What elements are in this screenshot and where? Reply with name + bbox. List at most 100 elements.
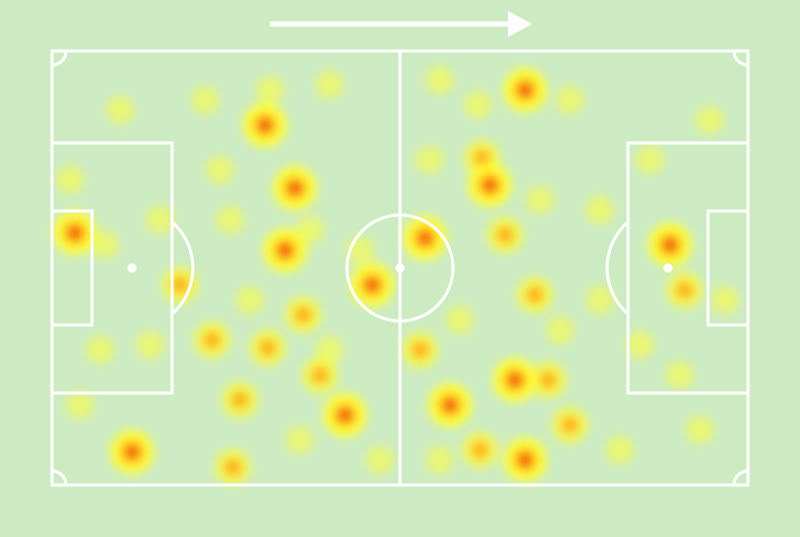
heat-spot xyxy=(214,449,251,486)
heat-spot xyxy=(685,415,714,444)
heat-spot xyxy=(415,145,444,174)
penalty-arc xyxy=(605,220,629,316)
heat-core xyxy=(68,226,81,239)
heat-halo xyxy=(546,316,575,345)
heat-spot xyxy=(242,103,287,148)
heat-spot xyxy=(492,357,537,402)
heat-halo xyxy=(65,391,94,420)
heat-halo xyxy=(191,86,220,115)
heat-spot xyxy=(285,296,322,333)
heat-spot xyxy=(235,286,264,315)
center-circle xyxy=(345,213,455,323)
heat-halo xyxy=(585,195,614,224)
heat-mid xyxy=(223,458,242,477)
heat-spot xyxy=(263,228,308,273)
heat-halo xyxy=(296,215,325,244)
heat-mid xyxy=(496,226,515,245)
heat-spot xyxy=(110,430,155,475)
heat-spot xyxy=(530,361,567,398)
penalty-spot xyxy=(127,263,137,273)
goal-area xyxy=(50,209,94,327)
heat-spot xyxy=(403,216,448,261)
heat-halo xyxy=(685,415,714,444)
heat-spot xyxy=(585,286,614,315)
penalty-spot xyxy=(663,263,673,273)
direction-arrow xyxy=(270,11,532,37)
heat-spot xyxy=(216,205,245,234)
heat-spot xyxy=(428,383,473,428)
heat-halo xyxy=(86,336,115,365)
heat-halo xyxy=(56,165,85,194)
heat-halo xyxy=(425,445,454,474)
heat-halo xyxy=(315,70,344,99)
heat-halo xyxy=(711,286,740,315)
heat-spot xyxy=(503,68,548,113)
heat-spot xyxy=(463,90,492,119)
heat-core xyxy=(279,244,292,257)
heat-core xyxy=(366,278,379,291)
heat-mid xyxy=(526,285,545,304)
heat-spot xyxy=(551,407,588,444)
heat-spot xyxy=(315,336,344,365)
heat-mid xyxy=(230,390,249,409)
heat-spot xyxy=(272,166,317,211)
heat-core xyxy=(258,119,271,132)
heat-halo xyxy=(605,435,634,464)
heat-spot xyxy=(136,330,165,359)
heat-spot xyxy=(315,70,344,99)
heat-spot xyxy=(425,66,454,95)
heat-halo xyxy=(635,145,664,174)
corner-arc xyxy=(51,469,68,486)
heat-core xyxy=(339,409,352,422)
heat-halo xyxy=(106,96,135,125)
heat-spot xyxy=(711,286,740,315)
heat-mid xyxy=(258,338,277,357)
heat-spot xyxy=(525,185,554,214)
heat-spot xyxy=(445,306,474,335)
heat-halo xyxy=(425,66,454,95)
heat-core xyxy=(519,84,532,97)
heat-mid xyxy=(473,149,492,168)
heat-mid xyxy=(310,366,329,385)
heat-halo xyxy=(255,76,284,105)
heat-halo xyxy=(145,205,174,234)
heat-spot xyxy=(255,76,284,105)
heat-spot xyxy=(467,163,512,208)
heat-halo xyxy=(695,106,724,135)
heat-mid xyxy=(560,416,579,435)
corner-arc xyxy=(732,50,749,67)
heat-core xyxy=(508,373,521,386)
heat-spot xyxy=(487,217,524,254)
heat-spot xyxy=(425,445,454,474)
heat-halo xyxy=(136,330,165,359)
heat-spot xyxy=(503,437,548,482)
heat-halo xyxy=(205,155,234,184)
heat-core xyxy=(444,399,457,412)
heat-core xyxy=(664,238,677,251)
heat-mid xyxy=(203,331,222,350)
heat-spot xyxy=(285,425,314,454)
heat-halo xyxy=(525,185,554,214)
heat-mid xyxy=(171,275,190,294)
heat-core xyxy=(126,446,139,459)
heat-halo xyxy=(415,145,444,174)
heat-mid xyxy=(411,341,430,360)
heat-spot xyxy=(194,322,231,359)
heat-spot xyxy=(585,195,614,224)
heat-halo xyxy=(365,445,394,474)
heat-halo xyxy=(216,205,245,234)
heat-halo xyxy=(285,425,314,454)
heat-halo xyxy=(235,286,264,315)
heat-spot xyxy=(555,86,584,115)
heat-layer xyxy=(52,66,740,486)
heat-halo xyxy=(463,90,492,119)
arrow-head xyxy=(508,11,532,37)
heat-halo xyxy=(585,286,614,315)
heat-spot xyxy=(301,357,338,394)
heat-core xyxy=(519,453,532,466)
heat-spot xyxy=(191,86,220,115)
heat-spot xyxy=(695,106,724,135)
heat-spot xyxy=(249,329,286,366)
heat-spot xyxy=(517,276,554,313)
